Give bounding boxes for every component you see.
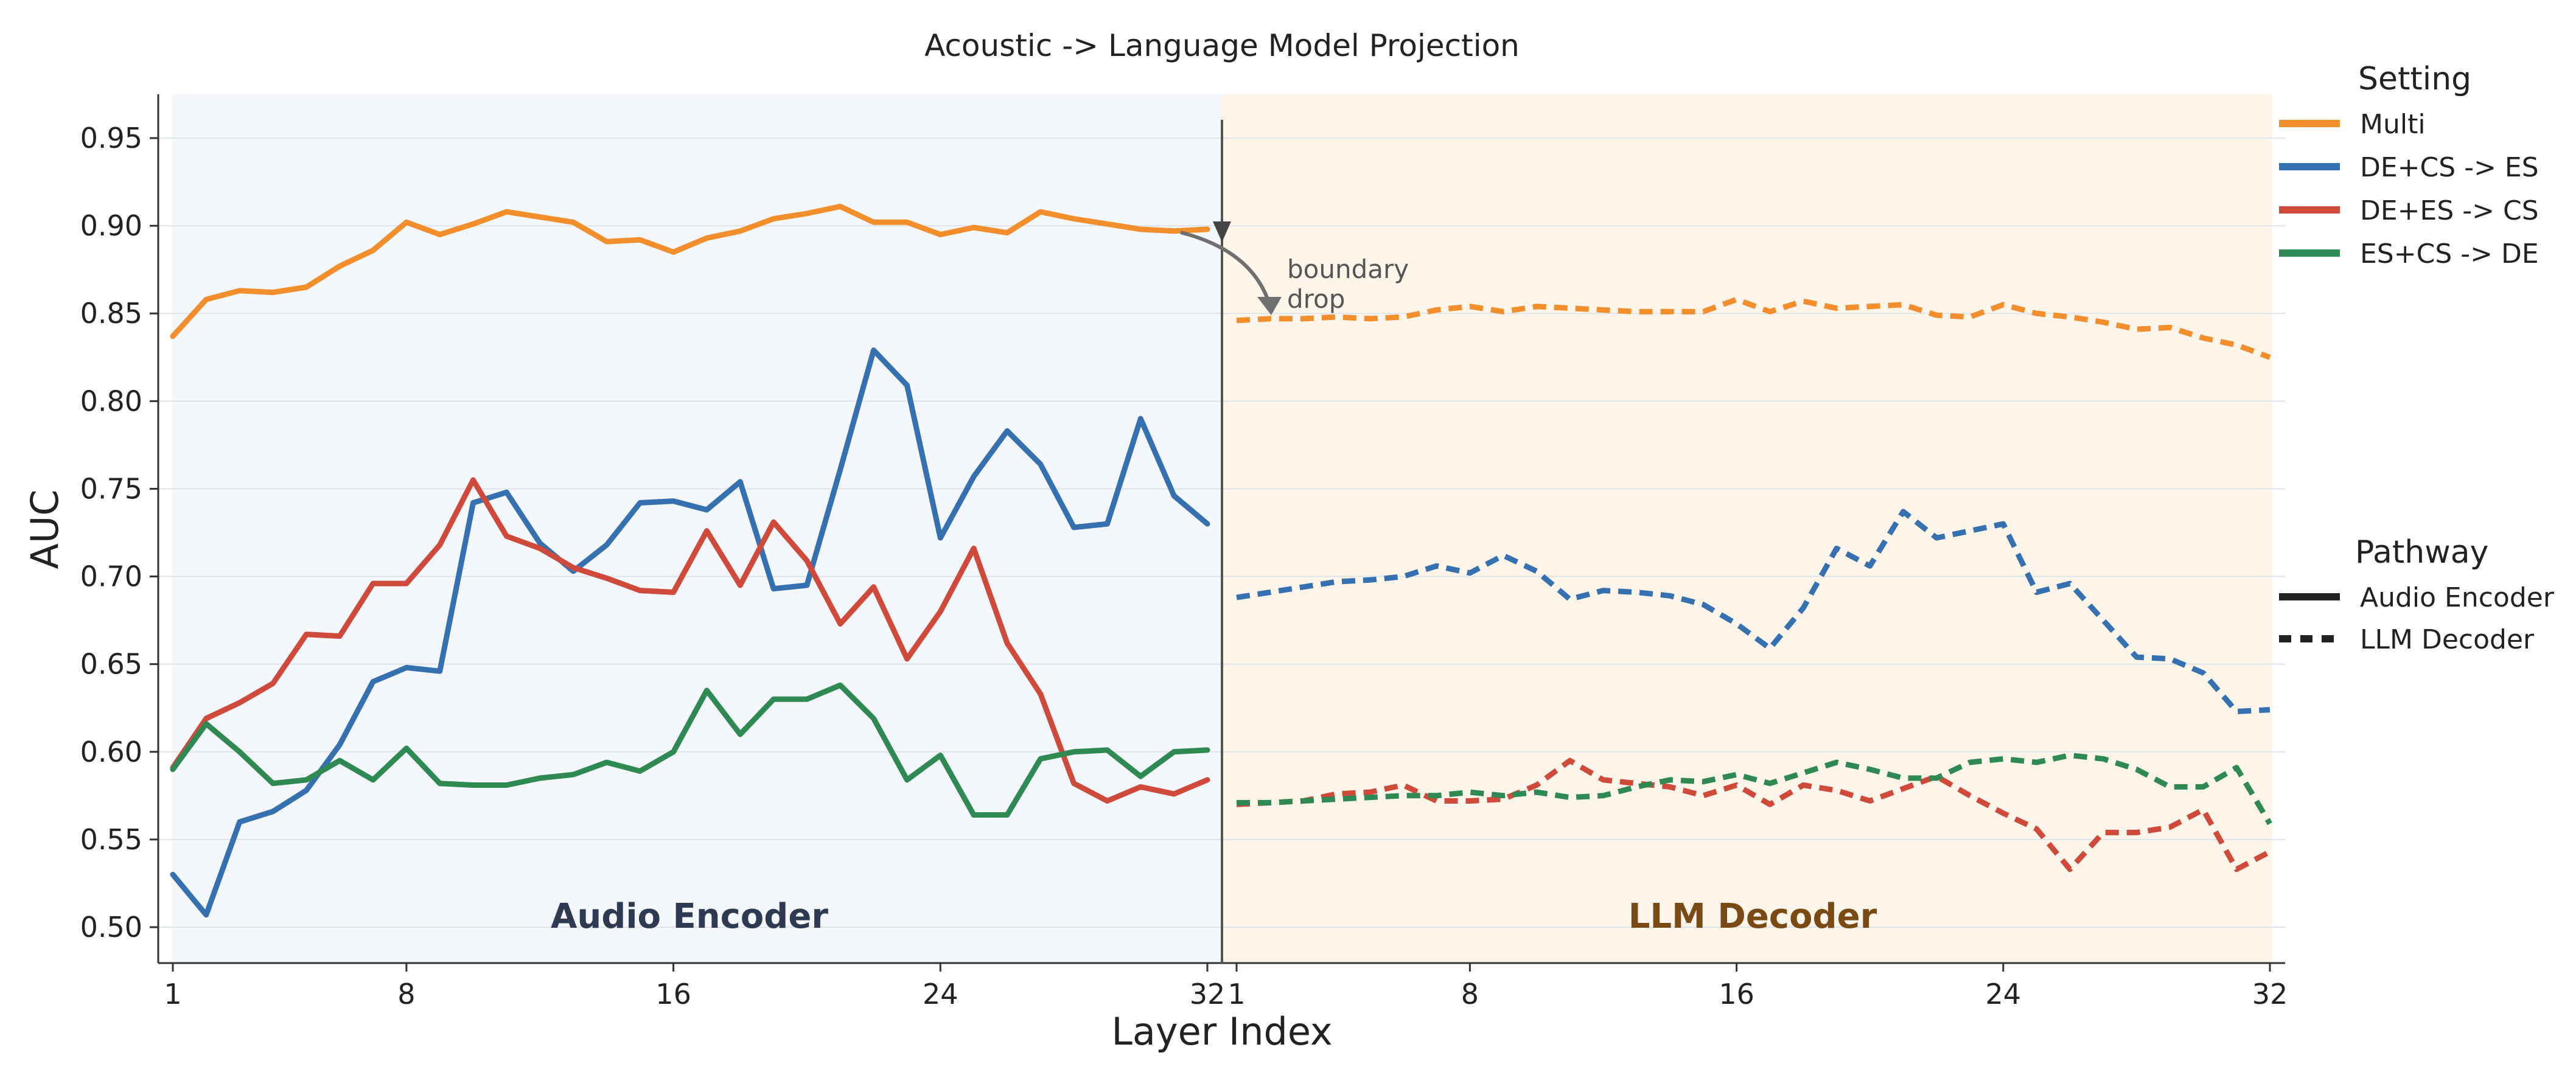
x-tick-label: 32 bbox=[2252, 978, 2288, 1011]
series-line-2-audio-encoder bbox=[170, 347, 1210, 918]
legend-label: DE+ES -> CS bbox=[2360, 195, 2539, 226]
legend-title-setting: Setting bbox=[2358, 61, 2471, 97]
panel-background-audio-encoder bbox=[172, 94, 1222, 963]
annotation-arrow bbox=[1180, 231, 1271, 305]
series-line-4-llm-decoder bbox=[1237, 753, 2272, 826]
legend-label: DE+CS -> ES bbox=[2360, 152, 2539, 183]
series-line-1-llm-decoder bbox=[1236, 296, 2271, 360]
x-tick-label: 1 bbox=[1227, 978, 1245, 1011]
panel-backgrounds bbox=[172, 94, 2272, 963]
x-tick-label: 8 bbox=[1461, 978, 1479, 1011]
x-tick-label: 16 bbox=[655, 978, 691, 1011]
y-tick-label: 0.80 bbox=[80, 384, 142, 417]
annotation-text: drop bbox=[1287, 284, 1345, 314]
y-axis-label: AUC bbox=[23, 489, 67, 569]
y-tick-label: 0.50 bbox=[80, 911, 142, 944]
y-tick-label: 0.90 bbox=[80, 209, 142, 242]
series-line-3-llm-decoder bbox=[1236, 757, 2272, 872]
panel-label-audio-encoder: Audio Encoder bbox=[551, 897, 828, 936]
y-tick-label: 0.85 bbox=[80, 297, 142, 330]
legend: Setting Multi DE+CS -> ES DE+ES -> CS ES+CS … bbox=[2279, 61, 2555, 655]
y-tick-label: 0.55 bbox=[80, 823, 142, 856]
x-tick-label: 1 bbox=[164, 978, 181, 1011]
x-tick-label: 8 bbox=[397, 978, 415, 1011]
legend-label: Multi bbox=[2360, 109, 2426, 140]
x-axis-label: Layer Index bbox=[1111, 1009, 1332, 1054]
chart-title: Acoustic -> Language Model Projection bbox=[924, 28, 1520, 63]
legend-label: ES+CS -> DE bbox=[2360, 238, 2539, 270]
legend-label: LLM Decoder bbox=[2360, 624, 2535, 655]
y-tick-label: 0.95 bbox=[80, 122, 142, 155]
series-lines bbox=[170, 203, 2272, 918]
legend-label: Audio Encoder bbox=[2360, 582, 2555, 613]
legend-title-pathway: Pathway bbox=[2355, 534, 2488, 571]
y-tick-label: 0.65 bbox=[80, 648, 142, 681]
boundary-marker bbox=[1213, 221, 1231, 242]
series-line-3-audio-encoder bbox=[170, 477, 1210, 804]
panel-label-llm-decoder: LLM Decoder bbox=[1628, 897, 1877, 936]
y-tick-label: 0.70 bbox=[80, 560, 142, 593]
series-line-2-llm-decoder bbox=[1236, 509, 2271, 714]
annotation-text: boundary bbox=[1287, 254, 1409, 284]
panel-background-llm-decoder bbox=[1222, 94, 2272, 963]
x-tick-label: 24 bbox=[923, 978, 958, 1011]
x-tick-label: 16 bbox=[1719, 978, 1754, 1011]
series-line-4-audio-encoder bbox=[170, 682, 1210, 818]
axes: 0.50 0.55 0.60 0.65 0.70 0.75 0.80 0.85 0.90 0.95… bbox=[80, 94, 2288, 1011]
y-tick-label: 0.75 bbox=[80, 472, 142, 505]
annotation-arrowhead bbox=[1257, 297, 1282, 315]
y-tick-label: 0.60 bbox=[80, 736, 142, 768]
x-tick-label: 24 bbox=[1986, 978, 2022, 1011]
x-tick-label: 32 bbox=[1190, 978, 1226, 1011]
series-line-1-audio-encoder bbox=[170, 203, 1210, 339]
panel-labels: Audio Encoder LLM Decoder bbox=[551, 897, 1877, 936]
